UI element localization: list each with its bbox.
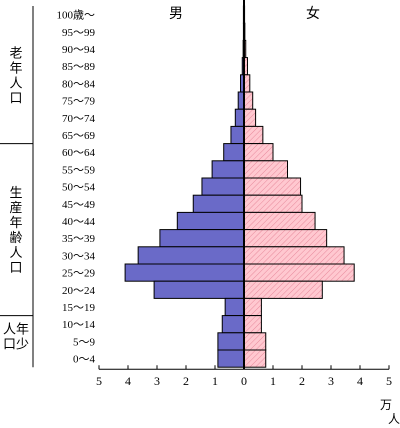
male-bar bbox=[211, 160, 245, 179]
x-tick-label: 1 bbox=[212, 374, 218, 388]
age-label: 90～94 bbox=[62, 44, 95, 56]
age-label: 50～54 bbox=[62, 182, 95, 194]
group-label-char: 年 bbox=[9, 215, 22, 230]
female-bar bbox=[243, 280, 323, 299]
age-label: 70～74 bbox=[62, 113, 95, 125]
unit-label: 人 bbox=[388, 412, 400, 426]
female-bar bbox=[243, 297, 262, 317]
x-tick-label: 4 bbox=[125, 374, 131, 388]
age-label: 95～99 bbox=[62, 27, 95, 39]
age-label: 40～44 bbox=[62, 216, 95, 228]
male-bar bbox=[201, 177, 245, 196]
male-bar bbox=[159, 229, 245, 248]
age-label: 25～29 bbox=[62, 268, 95, 280]
age-label: 100歳～ bbox=[57, 9, 96, 22]
female-bar bbox=[243, 349, 267, 368]
female-bar bbox=[243, 246, 345, 265]
age-label: 20～24 bbox=[62, 285, 95, 297]
male-bar bbox=[234, 108, 245, 127]
male-bar bbox=[192, 194, 245, 213]
age-label: 0～4 bbox=[73, 354, 95, 366]
age-label: 80～84 bbox=[62, 78, 95, 90]
group-label-char: 人 bbox=[9, 75, 22, 90]
female-bar bbox=[243, 229, 328, 248]
male-series-label: 男 bbox=[169, 7, 183, 22]
age-label: 45～49 bbox=[62, 199, 95, 211]
female-bar bbox=[243, 160, 288, 179]
female-bar bbox=[243, 177, 302, 196]
age-label: 60～64 bbox=[62, 147, 95, 159]
female-bar bbox=[243, 211, 316, 231]
female-bar bbox=[243, 263, 355, 282]
male-bar bbox=[224, 297, 245, 317]
x-tick-label: 4 bbox=[357, 374, 363, 388]
male-bar bbox=[230, 125, 245, 145]
x-tick-label: 2 bbox=[183, 374, 189, 388]
age-label: 65～69 bbox=[62, 130, 95, 142]
x-tick-label: 2 bbox=[299, 374, 305, 388]
male-bar bbox=[137, 246, 245, 265]
age-label: 55～59 bbox=[62, 164, 95, 176]
male-bar bbox=[217, 349, 245, 368]
age-label: 35～39 bbox=[62, 233, 95, 245]
group-label-char: 齢 bbox=[9, 230, 22, 245]
male-bar bbox=[153, 280, 245, 299]
age-label: 10～14 bbox=[62, 319, 95, 331]
female-series-label: 女 bbox=[306, 5, 320, 22]
x-tick-label: 1 bbox=[270, 374, 276, 388]
age-label: 15～19 bbox=[62, 302, 95, 314]
age-label: 5～9 bbox=[73, 336, 95, 348]
female-bar bbox=[243, 108, 257, 127]
group-label-char: 口少 bbox=[3, 337, 29, 352]
series-labels: 男女 bbox=[169, 5, 320, 22]
age-label: 30～34 bbox=[62, 250, 95, 262]
bars bbox=[124, 5, 355, 368]
female-bar bbox=[243, 194, 303, 213]
female-bar bbox=[243, 332, 267, 351]
x-tick-label: 3 bbox=[154, 374, 160, 388]
x-tick-label: 3 bbox=[328, 374, 334, 388]
age-label: 75～79 bbox=[62, 96, 95, 108]
female-bar bbox=[243, 143, 274, 162]
group-label-char: 生 bbox=[9, 185, 22, 200]
male-bar bbox=[124, 263, 245, 282]
x-tick-label: 5 bbox=[96, 374, 102, 388]
male-bar bbox=[221, 315, 245, 334]
x-tick-label: 5 bbox=[386, 374, 392, 388]
group-label-char: 人 bbox=[9, 245, 22, 260]
male-bar bbox=[223, 143, 245, 162]
male-bar bbox=[176, 211, 245, 231]
male-bar bbox=[217, 332, 245, 351]
age-category-labels: 100歳～ 95～99 90～94 85～89 80～84 75～79 70～74 65～69… bbox=[57, 9, 96, 366]
age-label: 85～89 bbox=[62, 61, 95, 73]
group-label-char: 老 bbox=[9, 45, 22, 60]
female-bar bbox=[243, 315, 262, 334]
group-label-char: 口 bbox=[9, 260, 22, 275]
group-label-char: 口 bbox=[9, 90, 22, 105]
group-label-char: 産 bbox=[9, 200, 22, 215]
unit-label: 万 bbox=[380, 398, 392, 412]
group-label-char: 年 bbox=[9, 60, 22, 75]
group-label-char: 人年 bbox=[3, 322, 29, 337]
female-bar bbox=[243, 125, 264, 145]
x-tick-label: 0 bbox=[241, 374, 247, 388]
x-axis: 5 4 3 2 1 0 1 2 3 4 5 万人 bbox=[96, 0, 400, 426]
female-bar bbox=[243, 91, 254, 110]
